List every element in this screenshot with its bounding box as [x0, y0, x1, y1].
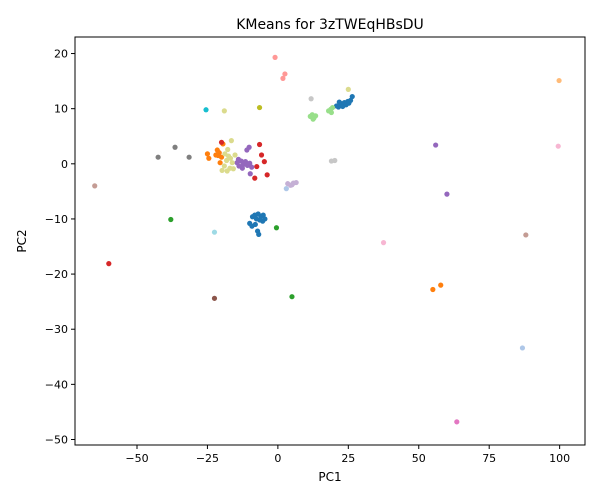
y-tick-label-1: −40: [45, 378, 68, 391]
data-point-52: [106, 261, 112, 267]
data-point-94: [332, 157, 338, 164]
data-point-33: [217, 160, 223, 166]
data-point-83: [211, 295, 218, 301]
data-point-108: [225, 146, 231, 153]
data-point-64: [444, 191, 450, 197]
data-point-58: [264, 172, 270, 178]
data-point-47: [310, 116, 316, 122]
data-point-101: [223, 157, 230, 164]
data-point-50: [329, 104, 336, 111]
data-point-112: [211, 229, 218, 235]
data-point-95: [256, 104, 263, 111]
data-point-71: [242, 159, 249, 165]
data-point-77: [235, 156, 242, 162]
data-point-81: [293, 179, 299, 186]
data-point-37: [430, 286, 436, 293]
data-point-26: [519, 345, 526, 351]
data-point-16: [256, 231, 262, 237]
data-point-75: [239, 165, 245, 171]
x-axis-ticks: −50 −25 0 25 50 75 100: [125, 445, 570, 465]
data-point-98: [228, 138, 234, 144]
data-point-107: [224, 168, 230, 174]
y-tick-label-2: −30: [45, 323, 68, 336]
x-tick-label-0: −50: [125, 452, 148, 465]
data-point-36: [213, 152, 219, 158]
data-point-42: [289, 294, 295, 300]
data-point-51: [328, 109, 335, 116]
data-point-35: [206, 155, 212, 161]
data-point-85: [523, 232, 529, 238]
data-point-39: [556, 77, 562, 84]
data-point-55: [261, 159, 267, 165]
x-axis-title: PC1: [318, 470, 341, 484]
data-point-100: [221, 163, 227, 169]
data-point-89: [155, 154, 161, 160]
data-point-62: [280, 75, 286, 81]
data-point-27: [283, 186, 289, 192]
data-point-110: [232, 152, 238, 158]
chart-title: KMeans for 3zTWEqHBsDU: [236, 17, 424, 33]
data-point-76: [247, 171, 253, 177]
data-point-97: [345, 86, 351, 92]
x-tick-label-4: 50: [412, 452, 426, 465]
data-point-90: [172, 144, 178, 150]
data-point-109: [227, 155, 234, 161]
x-tick-label-3: 25: [341, 452, 355, 465]
y-axis-title: PC2: [15, 229, 29, 252]
y-tick-label-6: 10: [54, 103, 68, 116]
x-tick-label-1: −25: [196, 452, 219, 465]
data-point-57: [252, 175, 258, 181]
y-tick-label-5: 0: [61, 158, 68, 171]
data-point-84: [92, 183, 98, 189]
data-point-25: [253, 216, 260, 222]
data-point-92: [308, 96, 314, 102]
y-tick-label-4: −10: [45, 213, 68, 226]
x-tick-label-6: 100: [549, 452, 570, 465]
y-tick-label-3: −20: [45, 268, 68, 281]
data-point-74: [249, 164, 255, 170]
data-points: [92, 54, 562, 425]
data-point-82: [289, 182, 295, 188]
data-point-96: [221, 108, 227, 114]
data-point-66: [246, 144, 252, 150]
data-point-103: [222, 151, 228, 157]
data-point-54: [258, 152, 265, 158]
y-tick-label-0: −50: [45, 433, 68, 446]
data-point-106: [230, 166, 236, 172]
data-point-105: [229, 160, 235, 166]
data-point-10: [333, 103, 340, 109]
data-point-73: [247, 160, 253, 166]
y-tick-label-7: 20: [54, 48, 68, 61]
data-point-11: [336, 99, 342, 105]
y-axis-ticks: −50 −40 −30 −20 −10 0 10 20: [45, 48, 75, 446]
data-point-63: [433, 142, 439, 148]
data-point-14: [252, 221, 258, 228]
data-point-9: [349, 93, 355, 100]
x-tick-label-5: 75: [482, 452, 496, 465]
data-point-59: [218, 139, 225, 145]
data-point-56: [254, 163, 260, 170]
data-point-40: [168, 216, 174, 223]
x-tick-label-2: 0: [274, 452, 281, 465]
plot-frame: [74, 36, 586, 446]
data-point-99: [219, 167, 225, 174]
data-point-60: [272, 54, 278, 61]
data-point-86: [454, 419, 460, 425]
data-point-53: [256, 141, 263, 148]
data-point-91: [186, 154, 192, 160]
data-point-41: [273, 225, 280, 231]
data-point-61: [282, 71, 288, 77]
data-point-31: [218, 154, 225, 160]
data-point-88: [555, 143, 561, 149]
data-point-87: [380, 240, 387, 246]
data-point-38: [438, 282, 444, 288]
data-point-34: [204, 151, 211, 157]
data-point-111: [203, 107, 209, 113]
